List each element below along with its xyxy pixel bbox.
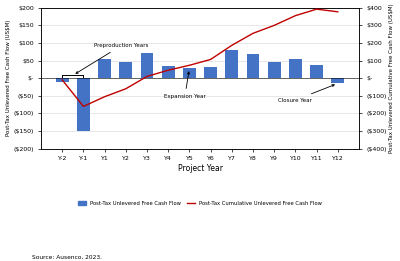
Bar — [289, 59, 302, 78]
Bar — [98, 59, 111, 78]
Legend: Post-Tax Unlevered Free Cash Flow, Post-Tax Cumulative Unlevered Free Cash Flow: Post-Tax Unlevered Free Cash Flow, Post-… — [76, 199, 324, 208]
Bar — [141, 54, 153, 78]
Text: Preproduction Years: Preproduction Years — [76, 43, 148, 73]
Bar — [310, 65, 323, 78]
Text: Closure Year: Closure Year — [278, 85, 334, 103]
Text: Expansion Year: Expansion Year — [164, 72, 206, 99]
Bar — [226, 50, 238, 78]
Text: Source: Ausenco, 2023.: Source: Ausenco, 2023. — [32, 255, 102, 260]
Bar — [120, 62, 132, 78]
X-axis label: Project Year: Project Year — [178, 164, 222, 173]
Bar — [332, 78, 344, 84]
Bar — [162, 66, 174, 78]
Bar — [204, 67, 217, 78]
Y-axis label: Post-Tax Unlevered Cumulative Free Cash Flow (US$M): Post-Tax Unlevered Cumulative Free Cash … — [390, 3, 394, 153]
Bar — [77, 78, 90, 131]
Bar — [268, 62, 280, 78]
Bar — [56, 78, 68, 82]
Y-axis label: Post-Tax Unlevered Free Cash Flow (US$M): Post-Tax Unlevered Free Cash Flow (US$M) — [6, 20, 10, 136]
Bar — [183, 68, 196, 78]
Bar — [247, 54, 259, 78]
